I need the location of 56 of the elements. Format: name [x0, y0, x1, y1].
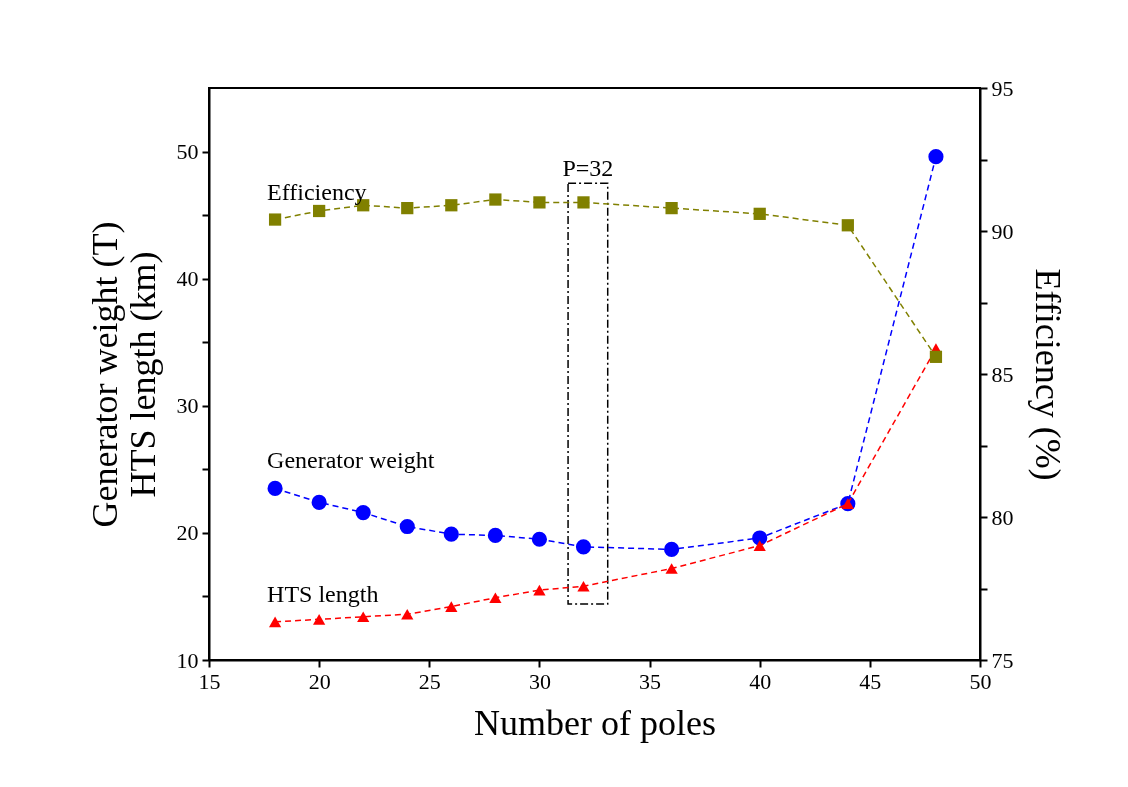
x-tick-label: 45 — [859, 668, 882, 694]
point — [445, 199, 458, 212]
x-tick-label: 20 — [308, 668, 331, 694]
y-tick-label: 40 — [176, 266, 199, 292]
point — [664, 541, 680, 557]
point — [311, 494, 327, 510]
y-tick-label: 30 — [176, 393, 199, 419]
point — [577, 580, 590, 592]
point — [929, 350, 943, 363]
point — [841, 219, 854, 232]
y-axis-title: Generator weight (T) HTS length (km) — [84, 221, 163, 528]
y2-tick-label: 75 — [991, 647, 1014, 673]
point — [753, 207, 766, 220]
x-tick-label: 25 — [418, 668, 441, 694]
point — [577, 196, 590, 209]
point — [928, 149, 944, 165]
band-label: P=32 — [562, 155, 614, 182]
y2-axis-title: Efficiency (%) — [1027, 268, 1068, 481]
point — [487, 527, 503, 543]
point — [665, 202, 678, 215]
x-tick-label: 15 — [198, 668, 221, 694]
point — [753, 540, 766, 551]
series-label: Generator weight — [267, 447, 435, 474]
series-label: Efficiency — [267, 178, 367, 205]
point — [268, 616, 282, 628]
y2-tick-label: 85 — [991, 361, 1014, 387]
point — [267, 480, 283, 496]
x-tick-label: 50 — [969, 668, 992, 694]
point — [533, 196, 546, 209]
point — [489, 592, 502, 604]
point — [357, 611, 370, 623]
x-tick-label: 40 — [749, 668, 772, 694]
point — [575, 539, 592, 555]
series-label: HTS length — [267, 580, 379, 607]
point — [313, 204, 326, 218]
y2-tick-label: 95 — [991, 75, 1014, 101]
y-tick-label: 20 — [176, 520, 199, 546]
point — [355, 504, 371, 521]
point — [401, 202, 414, 215]
point — [533, 584, 546, 596]
point — [489, 193, 502, 206]
point — [268, 213, 282, 226]
point — [399, 518, 415, 535]
x-axis-title: Number of poles — [474, 702, 716, 743]
y-tick-label: 10 — [176, 647, 199, 673]
point — [401, 608, 414, 620]
point — [665, 563, 678, 574]
y2-tick-label: 80 — [991, 504, 1014, 530]
x-tick-label: 30 — [528, 668, 551, 694]
point — [313, 614, 326, 625]
point — [445, 601, 458, 612]
y2-tick-label: 90 — [991, 218, 1014, 244]
y-tick-label: 50 — [176, 139, 199, 165]
point — [531, 531, 548, 547]
x-tick-label: 35 — [639, 668, 662, 694]
point — [443, 526, 459, 542]
